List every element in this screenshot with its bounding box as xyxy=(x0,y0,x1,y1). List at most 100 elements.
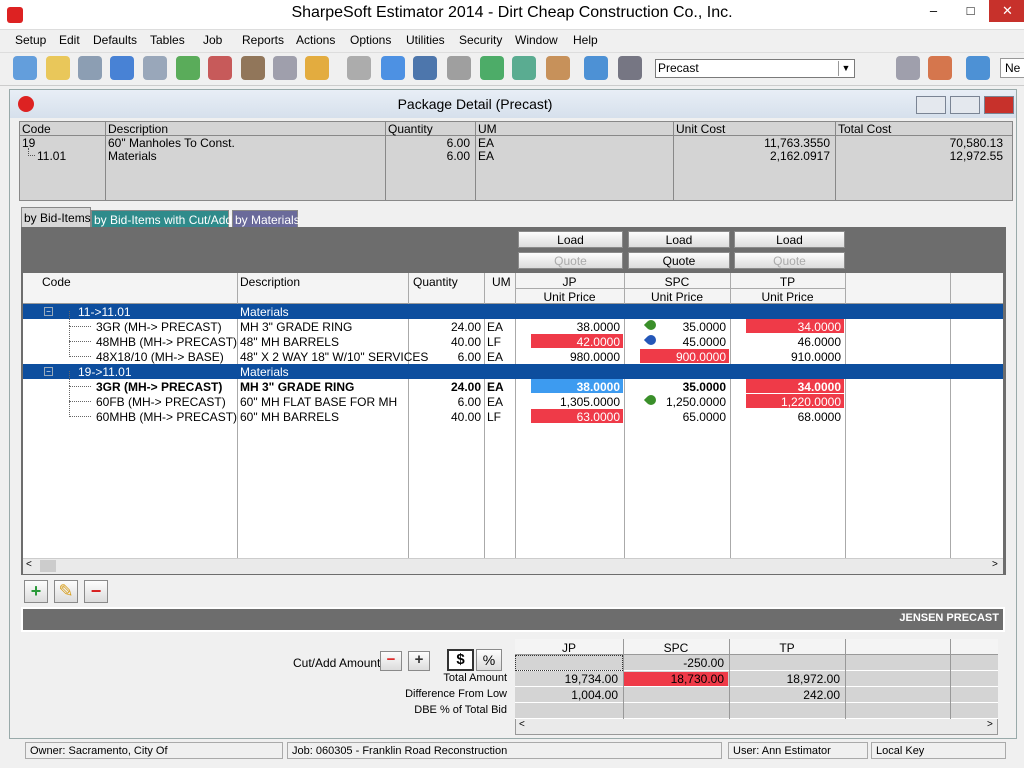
tab[interactable]: by Bid-Items with Cut/Adds xyxy=(91,210,238,227)
grid-column-header: Description xyxy=(240,275,301,289)
dollar-button[interactable]: $ xyxy=(447,649,474,671)
toolbar-button[interactable]: Ne xyxy=(1000,58,1024,78)
column-header: Description xyxy=(108,122,169,136)
cut-add-label: Cut/Add Amount xyxy=(293,656,381,670)
quote-button[interactable]: Quote xyxy=(734,252,845,269)
toolbar-icon[interactable] xyxy=(413,56,437,80)
unit-price: 35.0000 xyxy=(682,380,726,394)
toolbar-icon[interactable] xyxy=(480,56,504,80)
toolbar-icon[interactable] xyxy=(347,56,371,80)
scroll-right[interactable]: > xyxy=(987,719,993,730)
status-panel: User: Ann Estimator xyxy=(728,742,868,759)
unit-price: 1,305.0000 xyxy=(559,395,620,409)
percent-button[interactable]: % xyxy=(476,649,502,671)
toolbar-icon[interactable] xyxy=(546,56,570,80)
tab[interactable]: by Bid-Items xyxy=(21,207,91,227)
toolbar-icon[interactable] xyxy=(381,56,405,80)
toolbar-icon[interactable] xyxy=(928,56,952,80)
menu-item[interactable]: Setup xyxy=(15,33,47,47)
child-control[interactable] xyxy=(916,96,946,114)
item-code: 60FB (MH-> PRECAST) xyxy=(96,395,226,409)
menu-item[interactable]: Actions xyxy=(296,33,336,47)
subheader-line xyxy=(515,288,845,289)
toolbar-icon[interactable] xyxy=(618,56,642,80)
menu-item[interactable]: Utilities xyxy=(406,33,445,47)
child-control[interactable] xyxy=(984,96,1014,114)
load-button[interactable]: Load xyxy=(518,231,623,248)
toolbar-icon[interactable] xyxy=(78,56,102,80)
toolbar-icon[interactable] xyxy=(447,56,471,80)
toolbar-icon[interactable] xyxy=(143,56,167,80)
summary-value: 18,972.00 xyxy=(786,672,840,686)
load-button[interactable]: Load xyxy=(628,231,730,248)
toolbar-icon[interactable] xyxy=(512,56,536,80)
action-button[interactable]: ✎ xyxy=(54,580,78,603)
tab[interactable]: by Materials xyxy=(232,210,300,227)
scroll-left[interactable]: < xyxy=(26,559,32,570)
unit-price: 68.0000 xyxy=(797,410,841,424)
column-header: Code xyxy=(22,122,51,136)
cell: 12,972.55 xyxy=(949,149,1003,163)
menu-item[interactable]: Reports xyxy=(242,33,285,47)
status-panel: Local Key xyxy=(871,742,1006,759)
menu-item[interactable]: Options xyxy=(350,33,392,47)
menu-item[interactable]: Security xyxy=(459,33,503,47)
tree-line xyxy=(69,386,91,387)
tree-line xyxy=(28,148,29,156)
menu-item[interactable]: Window xyxy=(515,33,558,47)
window-control[interactable]: ✕ xyxy=(989,0,1024,22)
child-icon xyxy=(18,96,34,112)
child-control[interactable] xyxy=(950,96,980,114)
combo-box[interactable]: Precast ▼ xyxy=(655,59,855,78)
scroll-left[interactable]: < xyxy=(519,719,525,730)
toolbar-icon[interactable] xyxy=(13,56,37,80)
menu-item[interactable]: Edit xyxy=(59,33,80,47)
item-quantity: 6.00 xyxy=(457,395,481,409)
summary-row xyxy=(515,703,998,719)
toolbar-icon[interactable] xyxy=(176,56,200,80)
toolbar xyxy=(0,52,1024,86)
quote-button[interactable]: Quote xyxy=(518,252,623,269)
action-button[interactable]: + xyxy=(24,580,48,603)
unit-price: 1,250.0000 xyxy=(665,395,726,409)
column-line xyxy=(835,121,836,201)
action-button[interactable]: − xyxy=(84,580,108,603)
vendor-bar xyxy=(21,607,1005,632)
load-button[interactable]: Load xyxy=(734,231,845,248)
column-header: Quantity xyxy=(388,122,433,136)
toolbar-icon[interactable] xyxy=(110,56,134,80)
toolbar-icon[interactable] xyxy=(305,56,329,80)
item-description: 60" MH FLAT BASE FOR MH xyxy=(240,395,398,409)
column-header: Total Cost xyxy=(838,122,892,136)
grid-header xyxy=(23,273,1003,304)
toolbar-icon[interactable] xyxy=(208,56,232,80)
grid-column-header: UM xyxy=(492,275,511,289)
cut-add-button[interactable]: − xyxy=(380,651,402,671)
toolbar-icon[interactable] xyxy=(273,56,297,80)
tree-line xyxy=(69,401,70,417)
scroll-right[interactable]: > xyxy=(992,559,998,570)
toolbar-icon[interactable] xyxy=(584,56,608,80)
unit-price: 63.0000 xyxy=(576,410,620,424)
toolbar-icon[interactable] xyxy=(46,56,70,80)
unit-price: 910.0000 xyxy=(790,350,841,364)
toolbar-icon[interactable] xyxy=(241,56,265,80)
group-code: 19->11.01 xyxy=(78,365,132,379)
item-um: EA xyxy=(487,350,504,364)
toolbar-icon[interactable] xyxy=(896,56,920,80)
toolbar-icon[interactable] xyxy=(966,56,990,80)
cut-add-button[interactable]: + xyxy=(408,651,430,671)
quote-button[interactable]: Quote xyxy=(628,252,730,269)
menu-item[interactable]: Defaults xyxy=(93,33,138,47)
window-control[interactable]: – xyxy=(929,3,938,18)
item-description: MH 3" GRADE RING xyxy=(240,380,355,394)
menu-item[interactable]: Job xyxy=(203,33,223,47)
child-title: Package Detail (Precast) xyxy=(397,96,553,112)
menu-item[interactable]: Tables xyxy=(150,33,185,47)
menu-item[interactable]: Help xyxy=(573,33,598,47)
vendor-name: JENSEN PRECAST xyxy=(899,612,999,624)
unit-price: 46.0000 xyxy=(797,335,841,349)
cell: 2,162.0917 xyxy=(769,149,830,163)
window-control[interactable]: □ xyxy=(966,3,975,18)
tree-line xyxy=(69,401,91,402)
